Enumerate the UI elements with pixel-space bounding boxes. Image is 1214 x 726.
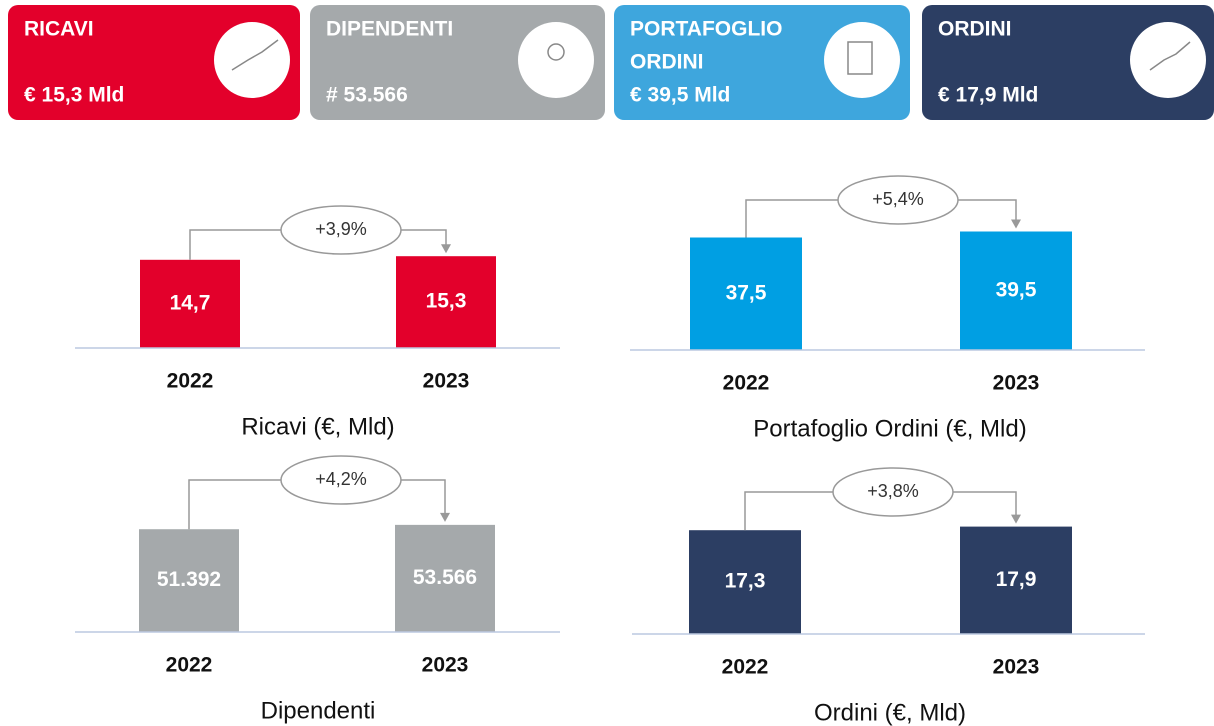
x-tick-label: 2023 bbox=[423, 370, 470, 393]
bar bbox=[396, 256, 496, 348]
bar bbox=[395, 524, 495, 632]
annotation-arrow bbox=[440, 512, 450, 522]
card-title: RICAVI bbox=[24, 18, 94, 41]
x-tick-label: 2023 bbox=[993, 372, 1040, 395]
icons bbox=[214, 22, 1206, 98]
x-tick-label: 2022 bbox=[723, 372, 770, 395]
bar bbox=[139, 529, 239, 632]
chart-title: Portafoglio Ordini (€, Mld) bbox=[753, 415, 1026, 442]
annotation-arrow bbox=[1011, 219, 1021, 229]
card-value: € 39,5 Mld bbox=[630, 84, 730, 107]
annotation: +3,8% bbox=[867, 481, 919, 501]
annotation: +3,9% bbox=[315, 219, 367, 239]
card-title: DIPENDENTI bbox=[326, 18, 453, 41]
data-label: 17,9 bbox=[996, 568, 1037, 591]
data-label: 53.566 bbox=[413, 566, 477, 589]
icon bbox=[214, 22, 290, 98]
data-label: 51.392 bbox=[157, 568, 221, 591]
bar bbox=[960, 526, 1072, 634]
chart-title: Ordini (€, Mld) bbox=[814, 699, 966, 726]
icon bbox=[847, 41, 873, 75]
x-tick-label: 2022 bbox=[167, 370, 214, 393]
annotation-arrow bbox=[441, 244, 451, 254]
data-label: 14,7 bbox=[170, 291, 211, 314]
data-label: 37,5 bbox=[726, 281, 767, 304]
icon bbox=[824, 22, 900, 98]
annotation-bubble bbox=[832, 467, 954, 517]
annotation: +5,4% bbox=[872, 189, 924, 209]
x-tick-label: 2022 bbox=[166, 654, 213, 677]
data-label: 39,5 bbox=[996, 278, 1037, 301]
x-tick-label: 2023 bbox=[422, 654, 469, 677]
card-value: # 53.566 bbox=[326, 84, 408, 107]
card-title: PORTAFOGLIO bbox=[630, 18, 782, 41]
annotation-bubble bbox=[280, 205, 402, 255]
icon bbox=[547, 43, 565, 61]
annotation: +4,2% bbox=[315, 469, 367, 489]
icon bbox=[1130, 22, 1206, 98]
bar bbox=[960, 231, 1072, 350]
card-title: ORDINI bbox=[938, 18, 1012, 41]
card-value: € 15,3 Mld bbox=[24, 84, 124, 107]
bar bbox=[690, 237, 802, 350]
bar bbox=[140, 259, 240, 348]
icon bbox=[1149, 41, 1191, 71]
chart-title: Dipendenti bbox=[261, 697, 376, 724]
annotation-bubble bbox=[280, 455, 402, 505]
bar bbox=[689, 530, 801, 634]
icon bbox=[231, 39, 279, 71]
card-value: € 17,9 Mld bbox=[938, 84, 1038, 107]
annotation-bubble bbox=[837, 175, 959, 225]
chart-title: Ricavi (€, Mld) bbox=[241, 413, 394, 440]
data-label: 15,3 bbox=[426, 290, 467, 313]
card-title: ORDINI bbox=[630, 51, 704, 74]
data-label: 17,3 bbox=[725, 570, 766, 593]
annotation-arrow bbox=[1011, 514, 1021, 524]
x-tick-label: 2022 bbox=[722, 656, 769, 679]
x-tick-label: 2023 bbox=[993, 656, 1040, 679]
